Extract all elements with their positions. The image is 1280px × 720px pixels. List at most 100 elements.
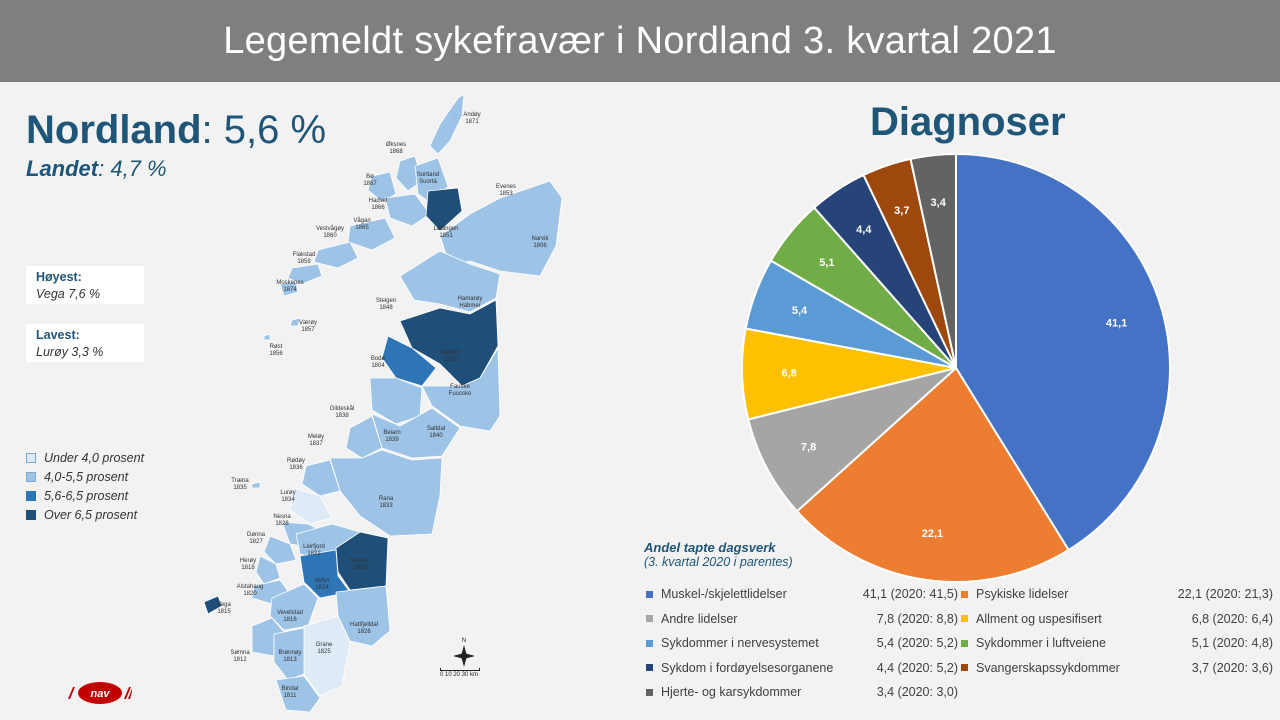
map-label-bodø: Bodø 1804 (370, 356, 386, 369)
map-label-narvik: Narvik 1806 (531, 236, 549, 249)
map-region (384, 193, 431, 227)
pie-data-label-8: 3,4 (931, 197, 947, 209)
legend-label: Allment og uspesifisert (976, 611, 1102, 626)
legend-label: Psykiske lidelser (976, 587, 1069, 602)
map-label-bø: Bø 1867 (363, 174, 377, 187)
legend-value: 4,4 (2020: 5,2) (876, 660, 958, 675)
legend-item: Svangerskapssykdommer 3,7 (2020: 3,6) (961, 661, 1276, 675)
legend-value: 5,4 (2020: 5,2) (876, 636, 958, 651)
map-label-sortland: Sortland Suortá (416, 172, 440, 185)
country-name: Landet (26, 156, 99, 181)
map-label-leirfjord: Leirfjord 1822 (303, 544, 325, 557)
map-label-flakstad: Flakstad 1859 (292, 252, 316, 265)
andel-subtitle: (3. kvartal 2020 i parentes) (644, 555, 793, 569)
map-region (251, 481, 261, 489)
highest-box: Høyest: Vega 7,6 % (26, 266, 144, 304)
lowest-label: Lavest: (36, 328, 80, 342)
legend-swatch (646, 664, 653, 672)
region-value: 5,6 % (223, 108, 327, 152)
map-region (255, 555, 281, 585)
legend-item: Sykdommer i nervesystemet 5,4 (2020: 5,2) (646, 636, 961, 650)
highest-label: Høyest: (36, 270, 82, 284)
pie-slice-1 (795, 366, 1070, 583)
pie-data-label-2: 7,8 (801, 441, 816, 453)
map-label-røst: Røst 1856 (269, 344, 283, 357)
legend-value: 3,4 (2020: 3,0) (876, 685, 958, 700)
map-label-hattfjelldal: Hattfjelldal 1826 (349, 622, 379, 635)
legend-swatch (646, 688, 653, 696)
pie-slice-0 (955, 152, 1171, 552)
map-label-vefsn: Vefsn 1824 (314, 578, 330, 591)
map-label-sømna: Sømna 1812 (230, 650, 250, 663)
title-bar: Legemeldt sykefravær i Nordland 3. kvart… (0, 0, 1280, 82)
map-region (429, 93, 465, 155)
legend-row: Sykdommer i nervesystemet 5,4 (2020: 5,2)… (646, 631, 1276, 656)
legend-swatch (26, 509, 36, 520)
pie-legend: Muskel-/skjelettlidelser 41,1 (2020: 41,5… (646, 582, 1276, 705)
legend-value: 22,1 (2020: 21,3) (1177, 587, 1273, 602)
diagnoser-title: Diagnoser (870, 100, 1066, 144)
map-label-bindal: Bindal 1811 (281, 686, 299, 699)
map-legend-item: Under 4,0 prosent (26, 448, 144, 467)
pie-slice-8 (909, 152, 957, 369)
map-label-fauske: Fauske Fuossko (448, 384, 472, 397)
pie-data-label-1: 22,1 (922, 528, 943, 540)
legend-row: Sykdom i fordøyelsesorganene 4,4 (2020: 5… (646, 656, 1276, 681)
map-label-vevelstad: Vevelstad 1816 (276, 610, 304, 623)
pie-data-label-4: 5,4 (792, 305, 808, 317)
legend-item: Allment og uspesifisert 6,8 (2020: 6,4) (961, 612, 1276, 626)
country-value: 4,7 % (110, 156, 167, 181)
map-region (289, 487, 333, 525)
andel-heading: Andel tapte dagsverk (3. kvartal 2020 i … (644, 540, 793, 569)
legend-label: Hjerte- og karsykdommer (661, 685, 802, 700)
map-region (275, 675, 321, 713)
country-stat: Landet: 4,7 % (26, 156, 167, 181)
legend-label: Sykdom i fordøyelsesorganene (661, 660, 834, 675)
legend-label: Sykdommer i nervesystemet (661, 636, 819, 651)
map-legend-item: 4,0-5,5 prosent (26, 467, 144, 486)
map-region (313, 241, 359, 269)
map-region (345, 415, 383, 459)
legend-swatch (26, 490, 36, 501)
map-label-steigen: Steigen 1848 (375, 298, 397, 311)
map-legend: Under 4,0 prosent 4,0-5,5 prosent 5,6-6,… (26, 448, 144, 524)
nordland-map (203, 93, 563, 713)
map-label-rødøy: Rødøy 1836 (287, 458, 305, 471)
map-label-beiarn: Beiarn 1839 (383, 430, 401, 443)
pie-slice-2 (747, 367, 957, 513)
legend-item: Psykiske lidelser 22,1 (2020: 21,3) (961, 587, 1276, 601)
map-region (399, 299, 499, 387)
map-label-værøy: Værøy 1857 (299, 320, 317, 333)
map-region (421, 347, 501, 432)
diagnose-pie-chart: 41,1 22,1 7,8 6,8 5,4 5,1 4,4 3,7 3,4 (741, 152, 1171, 583)
pie-data-label-3: 6,8 (781, 368, 796, 380)
map-region (303, 615, 351, 697)
legend-label: Andre lidelser (661, 611, 738, 626)
legend-item: Andre lidelser 7,8 (2020: 8,8) (646, 612, 961, 626)
legend-item: Sykdommer i luftveiene 5,1 (2020: 4,8) (961, 636, 1276, 650)
pie-data-label-6: 4,4 (856, 224, 872, 236)
scale-text: 0 10 20 30 km (440, 672, 479, 678)
map-region (287, 263, 323, 285)
map-label-alstahaug: Alstahaug 1820 (236, 584, 264, 597)
scale-bar: 0 10 20 30 km (440, 668, 480, 678)
legend-swatch (26, 452, 36, 463)
logo-text: nav (91, 688, 111, 700)
legend-swatch (646, 590, 653, 598)
map-label-lødingen: Lødingen 1851 (433, 226, 459, 239)
map-region (301, 459, 341, 497)
map-label-vågan: Vågan 1865 (353, 218, 371, 231)
map-label-saltdal: Saltdal 1840 (426, 426, 446, 439)
legend-value: 3,7 (2020: 3,6) (1191, 660, 1273, 675)
pie-data-label-7: 3,7 (894, 205, 909, 217)
legend-swatch (646, 639, 653, 647)
legend-value: 5,1 (2020: 4,8) (1191, 636, 1273, 651)
page-title: Legemeldt sykefravær i Nordland 3. kvart… (223, 19, 1057, 62)
map-label-vestvågøy: Vestvågøy 1860 (315, 226, 345, 239)
map-region (395, 155, 423, 192)
legend-value: 6,8 (2020: 6,4) (1191, 611, 1273, 626)
map-legend-item: Over 6,5 prosent (26, 505, 144, 524)
map-label-træna: Træna 1835 (231, 478, 249, 491)
map-label-hamarøy: Hamarøy Hábmer (457, 296, 483, 309)
